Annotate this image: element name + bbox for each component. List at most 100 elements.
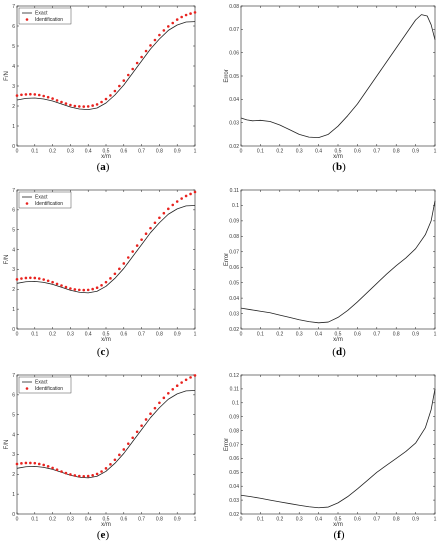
y-axis-label: Error <box>224 438 230 451</box>
y-tick-label: 0 <box>12 327 15 333</box>
panel-label-letter: a <box>100 161 106 173</box>
identification-point <box>95 103 99 106</box>
identification-point <box>193 11 197 14</box>
identification-point <box>153 221 157 225</box>
x-tick-label: 0.5 <box>335 149 342 155</box>
panel-label-paren-open: ( <box>333 529 337 541</box>
identification-point <box>180 381 183 384</box>
y-tick-label: 3 <box>12 452 15 458</box>
identification-point <box>29 461 32 465</box>
plot-frame <box>240 5 436 147</box>
y-tick-label: 6 <box>12 208 15 214</box>
identification-point <box>42 94 45 98</box>
x-tick-label: 1 <box>194 517 197 523</box>
y-tick-label: 0.08 <box>229 4 239 10</box>
x-tick-label: 0.8 <box>156 149 163 155</box>
panel-label: (c) <box>97 346 110 358</box>
identification-point <box>64 471 68 475</box>
x-tick-label: 0.1 <box>257 149 264 155</box>
identification-point <box>46 279 50 283</box>
identification-point <box>167 207 170 211</box>
y-tick-label: 0.09 <box>229 415 239 421</box>
y-tick-label: 0.11 <box>230 188 240 194</box>
identification-point <box>184 194 188 198</box>
x-tick-label: 0.9 <box>412 332 419 338</box>
y-tick-label: 2 <box>12 104 15 110</box>
identification-point <box>15 278 19 281</box>
identification-point <box>64 102 68 105</box>
y-axis-label: F/N <box>4 440 10 450</box>
identification-point <box>126 442 130 446</box>
identification-point <box>189 376 192 379</box>
identification-point <box>55 468 59 472</box>
identification-point <box>118 453 121 457</box>
x-tick-label: 0.5 <box>103 517 110 523</box>
identification-point <box>100 470 103 473</box>
x-tick-label: 0.6 <box>120 149 127 155</box>
y-tick-label: 1 <box>12 492 15 498</box>
identification-point <box>167 391 170 395</box>
identification-point <box>140 424 143 427</box>
chart-panel-d: 0 0.1 0.2 0.3 0.4 0.5 0.6 0.7 0.8 0.9 1 0.02 0.03 0.0… <box>224 188 437 358</box>
y-axis-label: Error <box>224 253 230 266</box>
identification-point <box>20 462 23 465</box>
y-tick-label: 0.06 <box>229 50 239 56</box>
error-series-line <box>240 200 436 324</box>
panel-label-letter: f <box>337 529 341 541</box>
x-tick-label: 0.5 <box>335 517 342 523</box>
panel-label-letter: d <box>336 346 342 358</box>
identification-point <box>42 278 45 281</box>
y-tick-label: 0.08 <box>229 428 239 434</box>
x-tick-label: 0 <box>240 332 243 338</box>
identification-point <box>175 200 179 203</box>
identification-point <box>60 284 63 287</box>
legend-identification-label: Identification <box>35 201 63 207</box>
x-axis-label: x/m <box>101 154 111 160</box>
y-axis-label: F/N <box>4 255 10 265</box>
panel-label-letter: e <box>101 529 106 541</box>
identification-point <box>109 94 112 97</box>
identification-point <box>51 97 54 100</box>
x-tick-label: 0.1 <box>31 149 38 155</box>
identification-point <box>69 103 72 107</box>
identification-point <box>104 97 108 101</box>
identification-point <box>73 288 77 291</box>
y-tick-label: 7 <box>12 373 15 379</box>
y-tick-label: 5 <box>12 413 15 419</box>
identification-point <box>162 211 166 215</box>
legend-box <box>18 191 72 209</box>
x-tick-label: 0.9 <box>412 149 419 155</box>
y-tick-label: 3 <box>12 84 15 90</box>
identification-point <box>167 25 170 28</box>
y-tick-label: 0.09 <box>229 219 239 225</box>
identification-point <box>135 244 139 247</box>
x-tick-label: 0.6 <box>120 332 127 338</box>
y-tick-label: 1 <box>12 307 15 313</box>
y-tick-label: 0.06 <box>229 456 239 462</box>
x-tick-label: 0.8 <box>156 332 163 338</box>
identification-point <box>51 466 54 470</box>
y-tick-label: 0.11 <box>230 387 240 393</box>
identification-point <box>55 282 59 286</box>
legend-exact-label: Exact <box>35 195 48 201</box>
chart-panel-e: 0 0.1 0.2 0.3 0.4 0.5 0.6 0.7 0.8 0.9 1 0 1 2 3 4 5 6 7 x/m… <box>4 373 197 541</box>
identification-point <box>158 216 161 220</box>
x-tick-label: 0.2 <box>276 332 283 338</box>
x-tick-label: 0.4 <box>85 517 92 523</box>
x-tick-label: 0.6 <box>354 149 361 155</box>
panel-label-paren-close: ) <box>106 161 110 173</box>
identification-point <box>131 250 134 253</box>
chart-panel-b: 0 0.1 0.2 0.3 0.4 0.5 0.6 0.7 0.8 0.9 1 0.02 0.03 0.0… <box>224 4 437 173</box>
identification-point <box>24 461 28 465</box>
identification-point <box>162 396 166 400</box>
panel-label-paren-close: ) <box>342 346 346 358</box>
identification-point <box>131 67 134 71</box>
x-tick-label: 0.4 <box>85 332 92 338</box>
identification-point <box>73 474 77 477</box>
x-tick-label: 1 <box>434 332 437 338</box>
identification-point <box>91 287 94 291</box>
panel-label-paren-open: ( <box>97 346 101 358</box>
identification-point <box>122 262 126 265</box>
y-tick-label: 0.03 <box>229 498 239 504</box>
x-tick-label: 0.7 <box>373 332 380 338</box>
